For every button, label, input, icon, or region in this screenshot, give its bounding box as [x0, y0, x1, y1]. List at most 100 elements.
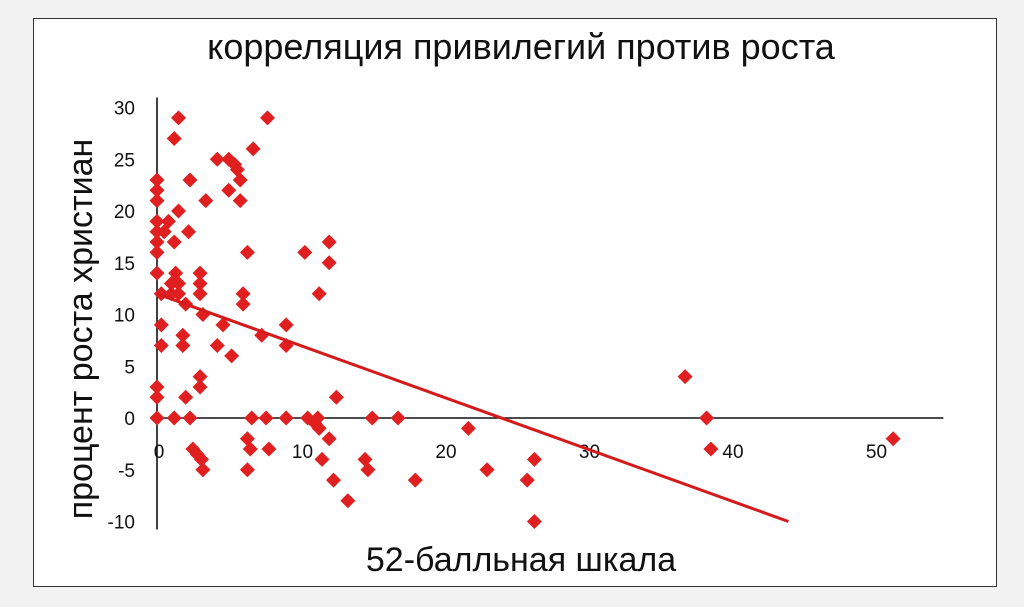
chart-frame: корреляция привилегий против роста проце…	[33, 18, 997, 587]
data-point	[171, 275, 187, 291]
y-tick-label: 25	[114, 150, 135, 171]
scatter-chart: корреляция привилегий против роста проце…	[62, 26, 944, 579]
x-tick-label: 10	[292, 442, 313, 463]
data-point	[171, 110, 187, 126]
data-point	[314, 451, 330, 467]
data-point	[209, 338, 225, 354]
data-point	[153, 338, 169, 354]
data-point	[526, 451, 542, 467]
data-point	[321, 431, 337, 447]
data-point	[244, 410, 260, 426]
data-point	[259, 110, 275, 126]
trend-line	[156, 292, 789, 523]
data-point	[149, 213, 165, 229]
data-point	[677, 369, 693, 385]
data-point	[171, 203, 187, 219]
data-point	[235, 296, 251, 312]
data-point	[519, 472, 535, 488]
data-point	[149, 379, 165, 395]
data-point	[460, 420, 476, 436]
data-point	[149, 182, 165, 198]
y-tick-label: 5	[124, 357, 135, 378]
y-tick-label: -5	[118, 461, 135, 482]
y-tick-label: 0	[124, 409, 135, 430]
x-tick-label: 50	[866, 442, 887, 463]
y-axis-title: процент роста христиан	[62, 139, 100, 520]
x-tick-label: 0	[154, 442, 165, 463]
data-point	[232, 193, 248, 209]
data-point	[364, 410, 380, 426]
y-tick-label: 30	[114, 99, 135, 120]
y-tick-label: -10	[108, 513, 135, 534]
data-point	[195, 462, 211, 478]
data-point	[242, 441, 258, 457]
data-point	[239, 244, 255, 260]
data-point	[232, 172, 248, 188]
data-point	[479, 462, 495, 478]
y-tick-label: 15	[114, 254, 135, 275]
data-point	[326, 472, 342, 488]
data-point	[149, 410, 165, 426]
data-point	[209, 151, 225, 167]
data-point	[192, 275, 208, 291]
x-axis-title: 52-балльная шкала	[366, 541, 676, 579]
data-point	[166, 410, 182, 426]
x-tick-label: 20	[435, 442, 456, 463]
data-point	[360, 462, 376, 478]
data-point	[407, 472, 423, 488]
data-point	[182, 172, 198, 188]
axes	[156, 97, 944, 530]
data-point	[149, 244, 165, 260]
data-point	[192, 379, 208, 395]
data-point	[160, 213, 176, 229]
data-point	[258, 410, 274, 426]
y-tick-label: 20	[114, 202, 135, 223]
data-point	[390, 410, 406, 426]
data-point	[153, 317, 169, 333]
data-point	[278, 317, 294, 333]
data-point	[175, 327, 191, 343]
data-point	[310, 410, 326, 426]
data-point	[193, 451, 209, 467]
data-point	[215, 317, 231, 333]
data-point	[321, 255, 337, 271]
data-point	[175, 338, 191, 354]
chart-title: корреляция привилегий против роста	[207, 26, 836, 67]
data-point	[526, 514, 542, 529]
data-point	[885, 431, 901, 447]
data-point	[149, 389, 165, 405]
trendline-group	[156, 292, 789, 523]
data-point	[192, 369, 208, 385]
data-point	[235, 286, 251, 302]
data-point	[171, 286, 187, 302]
data-point	[340, 493, 356, 509]
data-point	[166, 234, 182, 250]
data-point	[297, 244, 313, 260]
data-point	[703, 441, 719, 457]
data-point	[699, 410, 715, 426]
data-point	[245, 141, 261, 157]
data-point	[182, 410, 198, 426]
data-point	[149, 265, 165, 281]
data-point	[328, 389, 344, 405]
data-point	[278, 410, 294, 426]
data-point	[261, 441, 277, 457]
y-tick-label: 10	[114, 306, 135, 327]
data-point	[149, 193, 165, 209]
data-point	[198, 193, 214, 209]
data-points	[149, 110, 901, 529]
data-point	[192, 265, 208, 281]
data-point	[178, 389, 194, 405]
data-point	[224, 348, 240, 364]
data-point	[221, 182, 237, 198]
data-point	[311, 420, 327, 436]
x-tick-label: 40	[722, 442, 743, 463]
data-point	[239, 462, 255, 478]
data-point	[166, 131, 182, 147]
data-point	[321, 234, 337, 250]
data-point	[192, 286, 208, 302]
data-point	[149, 172, 165, 188]
data-point	[181, 224, 197, 240]
data-point	[311, 286, 327, 302]
